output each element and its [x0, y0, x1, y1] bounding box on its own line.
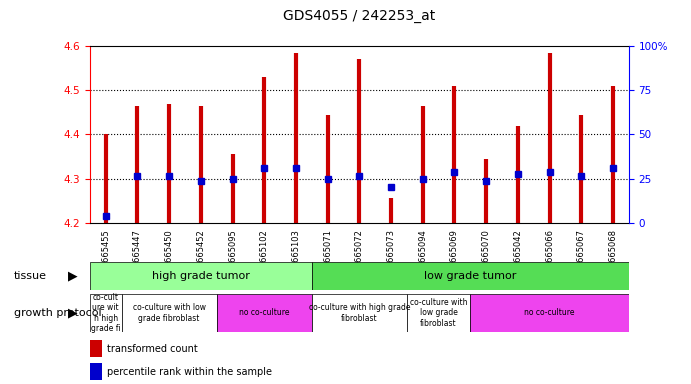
Text: low grade tumor: low grade tumor — [424, 271, 516, 281]
Bar — [471, 294, 629, 332]
Bar — [122, 294, 217, 332]
Text: transformed count: transformed count — [107, 344, 198, 354]
Text: ▶: ▶ — [68, 270, 77, 283]
Text: co-culture with
low grade
fibroblast: co-culture with low grade fibroblast — [410, 298, 467, 328]
Bar — [90, 262, 312, 290]
Text: co-culture with low
grade fibroblast: co-culture with low grade fibroblast — [133, 303, 206, 323]
Bar — [312, 262, 629, 290]
Text: growth protocol: growth protocol — [14, 308, 102, 318]
Text: no co-culture: no co-culture — [239, 308, 290, 318]
Text: GDS4055 / 242253_at: GDS4055 / 242253_at — [283, 9, 435, 23]
Text: percentile rank within the sample: percentile rank within the sample — [107, 367, 272, 377]
Text: no co-culture: no co-culture — [524, 308, 575, 318]
Text: high grade tumor: high grade tumor — [152, 271, 249, 281]
Bar — [407, 294, 471, 332]
Text: co-culture with high grade
fibroblast: co-culture with high grade fibroblast — [309, 303, 410, 323]
Bar — [312, 294, 407, 332]
Bar — [90, 294, 122, 332]
Bar — [217, 294, 312, 332]
Text: co-cult
ure wit
h high
grade fi: co-cult ure wit h high grade fi — [91, 293, 120, 333]
Text: tissue: tissue — [14, 271, 47, 281]
Text: ▶: ▶ — [68, 306, 77, 319]
